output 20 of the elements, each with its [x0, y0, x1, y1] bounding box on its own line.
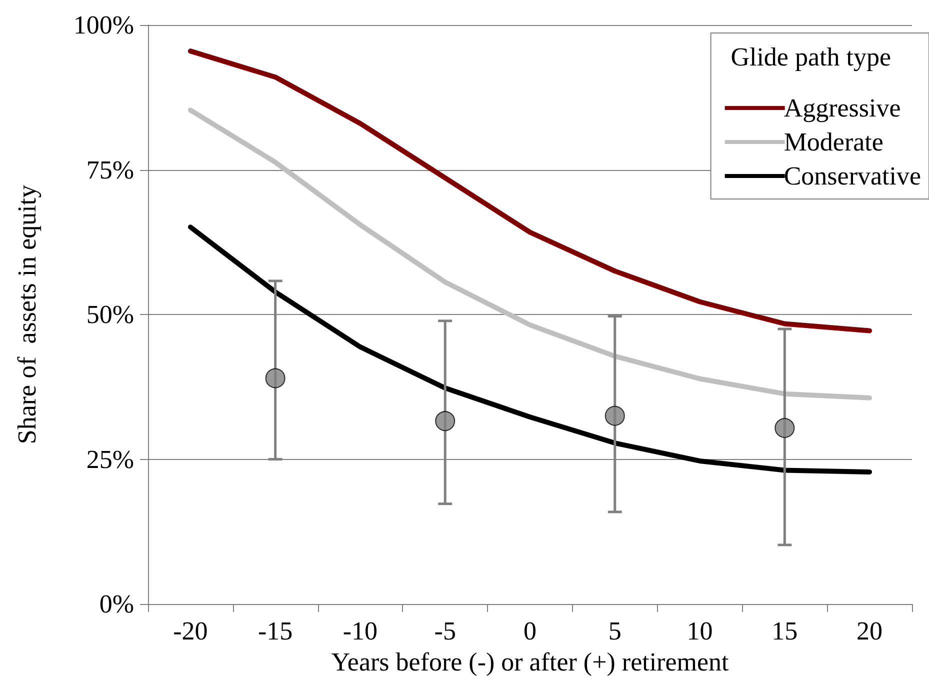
y-tick-label: 0% [99, 590, 134, 618]
x-tick-label: -15 [258, 616, 293, 646]
legend-title: Glide path type [730, 42, 892, 72]
x-axis-title: Years before (-) or after (+) retirement [331, 647, 730, 676]
y-tick-label: 25% [86, 444, 134, 474]
legend-label: Moderate [784, 128, 884, 156]
y-tick-label: 75% [86, 155, 134, 184]
x-tick-label: 15 [772, 616, 798, 646]
x-tick-label: -20 [173, 616, 208, 646]
x-tick-label: 20 [856, 616, 883, 646]
y-tick-label: 50% [86, 300, 134, 329]
x-tick-label: -10 [342, 616, 378, 646]
y-axis-title: Share of assets in equity [12, 184, 42, 444]
legend-label: Aggressive [784, 94, 901, 122]
y-tick-label: 100% [73, 10, 134, 40]
x-tick-label: 0 [524, 616, 536, 646]
x-tick-label: -5 [434, 616, 456, 646]
x-tick-label: 5 [608, 616, 622, 646]
legend-label: Conservative [784, 162, 921, 190]
x-tick-label: 10 [686, 616, 713, 646]
